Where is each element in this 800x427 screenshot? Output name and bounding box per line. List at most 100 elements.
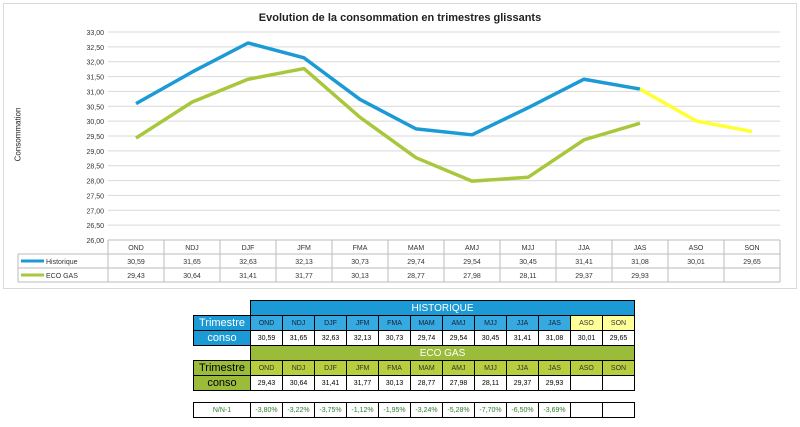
quarter-cell: OND — [250, 360, 283, 376]
quarter-cell: SON — [602, 315, 635, 331]
quarter-cell: JAS — [538, 315, 571, 331]
quarter-cell: JAS — [538, 360, 571, 376]
row-label: Trimestre — [193, 315, 251, 331]
value-cell: 28,11 — [474, 375, 507, 391]
data-label: 31,41 — [575, 259, 593, 266]
data-label: 30,59 — [127, 259, 145, 266]
data-label: 28,77 — [407, 273, 425, 280]
chart-title: Evolution de la consommation en trimestr… — [258, 12, 542, 24]
percent-cell: -1,95% — [378, 402, 411, 418]
y-tick-label: 29,50 — [86, 134, 104, 141]
value-cell: 31,41 — [506, 330, 539, 346]
quarter-cell: MJJ — [474, 315, 507, 331]
y-tick-label: 26,50 — [86, 223, 104, 230]
value-cell: 28,77 — [410, 375, 443, 391]
legend-label: Historique — [46, 259, 78, 266]
quarter-cell: JFM — [346, 315, 379, 331]
percent-cell: -3,24% — [410, 402, 443, 418]
data-label: 31,08 — [631, 259, 649, 266]
quarter-cell: MAM — [410, 360, 443, 376]
quarter-cell: FMA — [378, 360, 411, 376]
blank-cell — [193, 300, 251, 316]
quarter-cell: NDJ — [282, 315, 315, 331]
data-label: 32,13 — [295, 259, 313, 266]
quarter-cell: NDJ — [282, 360, 315, 376]
y-tick-label: 28,50 — [86, 164, 104, 171]
quarter-cell: AMJ — [442, 315, 475, 331]
data-label: 29,37 — [575, 273, 593, 280]
series-line-1 — [135, 66, 641, 183]
percent-cell: -7,70% — [474, 402, 507, 418]
data-label: 31,65 — [183, 259, 201, 266]
data-label: 31,41 — [239, 273, 257, 280]
y-tick-label: 29,00 — [86, 149, 104, 156]
value-cell: 31,08 — [538, 330, 571, 346]
value-cell — [570, 375, 603, 391]
quarter-cell: ASO — [570, 315, 603, 331]
data-label: 29,54 — [463, 259, 481, 266]
data-label: 31,77 — [295, 273, 313, 280]
value-cell: 29,37 — [506, 375, 539, 391]
row-label: N/N-1 — [193, 402, 251, 418]
y-tick-label: 31,00 — [86, 89, 104, 96]
data-label: 29,93 — [631, 273, 649, 280]
quarter-cell: AMJ — [442, 360, 475, 376]
x-tick-label: SON — [744, 245, 759, 252]
quarter-cell: JJA — [506, 360, 539, 376]
legend-label: ECO GAS — [46, 273, 78, 280]
x-tick-label: AMJ — [465, 245, 479, 252]
percent-cell: -3,22% — [282, 402, 315, 418]
line-chart: 26,00 26,50 27,00 27,50 28,00 28,50 29,00 29,50… — [17, 30, 781, 283]
data-label: 30,45 — [519, 259, 537, 266]
y-tick-label: 32,00 — [86, 60, 104, 67]
value-cell: 27,98 — [442, 375, 475, 391]
quarter-cell: OND — [250, 315, 283, 331]
value-cell: 30,59 — [250, 330, 283, 346]
data-label: 30,64 — [183, 273, 201, 280]
data-label: 30,73 — [351, 259, 369, 266]
x-tick-label: ASO — [689, 245, 704, 252]
data-label: 28,11 — [520, 273, 537, 280]
data-label: 29,74 — [407, 259, 425, 266]
value-cell: 30,01 — [570, 330, 603, 346]
quarter-cell: ASO — [570, 360, 603, 376]
data-label: 29,43 — [127, 273, 145, 280]
value-cell: 29,65 — [602, 330, 635, 346]
percent-cell: -6,50% — [506, 402, 539, 418]
table-title: ECO GAS — [250, 345, 635, 361]
percent-cell — [570, 402, 603, 418]
quarter-cell: FMA — [378, 315, 411, 331]
table-title: HISTORIQUE — [250, 300, 635, 316]
value-cell: 31,65 — [282, 330, 315, 346]
x-tick-label: MJJ — [522, 245, 535, 252]
value-cell: 29,93 — [538, 375, 571, 391]
y-tick-label: 30,00 — [86, 119, 104, 126]
value-cell: 31,77 — [346, 375, 379, 391]
y-tick-label: 31,50 — [86, 75, 104, 82]
y-tick-label: 32,50 — [86, 45, 104, 52]
percent-cell: -3,80% — [250, 402, 283, 418]
x-tick-label: MAM — [408, 245, 425, 252]
data-label: 27,98 — [463, 273, 481, 280]
percent-cell: -3,75% — [314, 402, 347, 418]
data-label: 32,63 — [239, 259, 257, 266]
value-cell: 30,64 — [282, 375, 315, 391]
chart-frame — [3, 3, 797, 289]
y-tick-label: 27,00 — [86, 208, 104, 215]
value-cell: 29,54 — [442, 330, 475, 346]
row-label: Trimestre — [193, 360, 251, 376]
percent-cell: -5,28% — [442, 402, 475, 418]
x-tick-label: JJA — [578, 245, 590, 252]
y-tick-label: 30,50 — [86, 104, 104, 111]
percent-cell — [602, 402, 635, 418]
x-tick-label: FMA — [353, 245, 368, 252]
y-tick-label: 27,50 — [86, 193, 104, 200]
quarter-cell: DJF — [314, 315, 347, 331]
data-label: 29,65 — [743, 259, 761, 266]
evolution-table: N/N-1 -3,80% -3,22% -3,75% -1,12% -1,95% -3,24… — [193, 402, 635, 418]
value-cell: 31,41 — [314, 375, 347, 391]
x-tick-label: OND — [128, 245, 144, 252]
row-label: conso — [193, 330, 251, 346]
y-tick-label: 33,00 — [86, 30, 104, 37]
